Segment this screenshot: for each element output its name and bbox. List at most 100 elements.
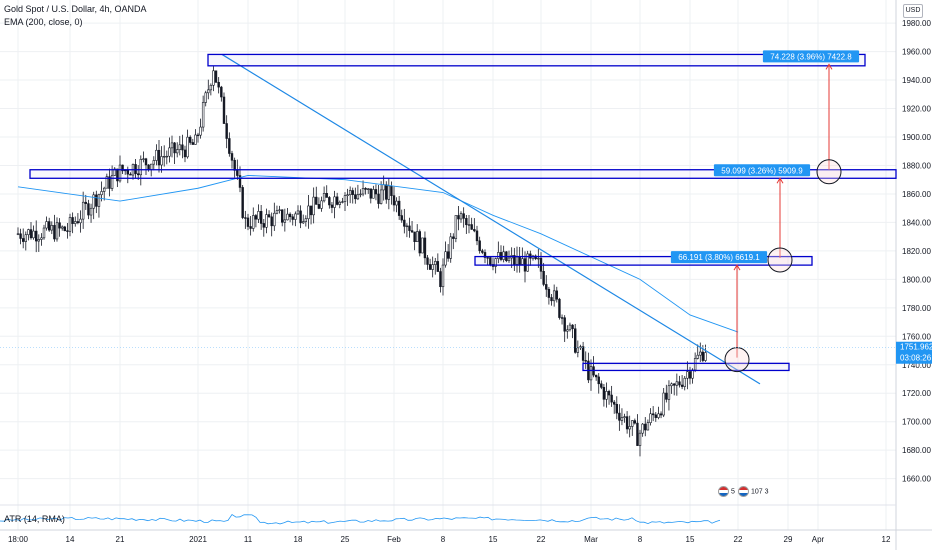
candle-body xyxy=(545,284,548,290)
candle-body xyxy=(566,329,569,332)
candle-body xyxy=(489,257,492,265)
candle-body xyxy=(431,264,434,270)
candle-body xyxy=(155,149,158,161)
candle-body xyxy=(317,204,321,209)
candle-body xyxy=(605,391,608,400)
candle-body xyxy=(364,188,367,190)
price-tick-label: 1800.00 xyxy=(902,275,931,284)
candle-body xyxy=(657,413,660,418)
arrow-head-icon xyxy=(733,264,741,271)
candle-body xyxy=(410,230,414,233)
atr-pane[interactable] xyxy=(0,513,721,525)
candle-body xyxy=(680,384,684,387)
resistance-zone[interactable] xyxy=(29,169,897,179)
candle-body xyxy=(459,213,463,220)
candle-body xyxy=(395,200,398,206)
candle-body xyxy=(667,385,671,400)
candle-body xyxy=(633,420,637,424)
resistance-zone[interactable] xyxy=(582,362,790,372)
candle-body xyxy=(265,214,268,228)
candle-body xyxy=(670,383,673,387)
target-circle xyxy=(724,347,750,373)
descending-trendline[interactable] xyxy=(221,53,761,385)
event-count: 107 3 xyxy=(750,488,769,496)
candle-body xyxy=(267,214,271,218)
measurement-label: 59.099 (3.26%) 5909.9 xyxy=(721,166,803,175)
price-tick-label: 1980.00 xyxy=(902,19,931,28)
candle-body xyxy=(108,176,111,189)
event-badge-1[interactable]: 5 xyxy=(718,486,735,497)
candle-body xyxy=(452,236,455,239)
candle-body xyxy=(259,211,263,224)
candle-body xyxy=(32,230,35,239)
candle-body xyxy=(579,346,582,349)
candle-body xyxy=(696,354,699,359)
candle-body xyxy=(81,201,85,220)
candle-body xyxy=(63,226,67,232)
candle-body xyxy=(475,230,479,242)
candle-body xyxy=(281,209,284,223)
candle-body xyxy=(103,187,106,192)
time-axis[interactable]: 18:00 14 21 2021 11 18 25 Feb 8 15 22 Mar 8 15 22 29 Apr… xyxy=(8,535,891,544)
candle-body xyxy=(55,222,59,240)
candle-body xyxy=(683,377,686,387)
candle-body xyxy=(34,230,38,242)
candle-body xyxy=(335,196,339,205)
candle-body xyxy=(74,221,77,224)
ema-200-line[interactable] xyxy=(17,174,739,333)
candle-body xyxy=(312,196,315,216)
projections[interactable]: 66.191 (3.80%) 6619.1 59.099 (3.26%) 5909… xyxy=(670,50,860,373)
price-tick-label: 1900.00 xyxy=(902,133,931,142)
candle-body xyxy=(686,371,689,379)
candle-body xyxy=(521,258,524,265)
candle-body xyxy=(416,231,419,242)
candle-body xyxy=(494,258,497,267)
candle-body xyxy=(594,374,598,378)
atr-indicator-label[interactable]: ATR (14, RMA) xyxy=(4,514,65,524)
candle-body xyxy=(186,136,189,158)
candle-body xyxy=(704,352,707,361)
currency-button[interactable]: USD xyxy=(903,4,923,18)
candle-body xyxy=(550,297,553,302)
resistance-zone[interactable] xyxy=(207,53,866,67)
candle-body xyxy=(558,298,561,318)
candle-body xyxy=(547,288,551,298)
candles[interactable] xyxy=(16,66,707,457)
ema-indicator-label[interactable]: EMA (200, close, 0) xyxy=(4,17,83,27)
candle-body xyxy=(408,225,411,231)
event-badge-2[interactable]: 107 3 xyxy=(738,486,768,497)
time-tick-label: Mar xyxy=(584,535,598,544)
candle-body xyxy=(163,156,166,158)
price-tick-label: 1840.00 xyxy=(902,218,931,227)
candle-body xyxy=(320,200,323,209)
time-tick-label: Apr xyxy=(812,535,825,544)
candle-body xyxy=(134,164,137,175)
last-price-tag[interactable] xyxy=(896,341,932,364)
candle-body xyxy=(526,253,529,272)
candle-body xyxy=(330,204,334,208)
symbol-title[interactable]: Gold Spot / U.S. Dollar, 4h, OANDA xyxy=(4,4,147,14)
time-tick-label: Feb xyxy=(387,535,401,544)
candle-body xyxy=(343,195,347,202)
candle-body xyxy=(454,215,458,239)
candle-body xyxy=(341,201,344,203)
price-axis[interactable]: 1660.00 1680.00 1700.00 1720.00 1740.00 1760.… xyxy=(902,19,931,484)
candle-body xyxy=(60,226,64,229)
candle-body xyxy=(542,271,545,285)
candle-body xyxy=(217,81,220,88)
us-flag-icon xyxy=(718,486,729,497)
candle-body xyxy=(638,432,642,446)
candle-body xyxy=(68,217,72,232)
candle-body xyxy=(462,213,465,219)
us-flag-icon xyxy=(738,486,749,497)
bar-countdown: 03:08:26 xyxy=(900,354,932,363)
candle-body xyxy=(24,234,27,242)
resistance-zone[interactable] xyxy=(474,255,813,266)
candle-body xyxy=(273,212,276,227)
candle-body xyxy=(315,196,318,205)
candle-body xyxy=(597,376,600,385)
candle-body xyxy=(649,413,652,423)
candle-body xyxy=(87,203,90,216)
